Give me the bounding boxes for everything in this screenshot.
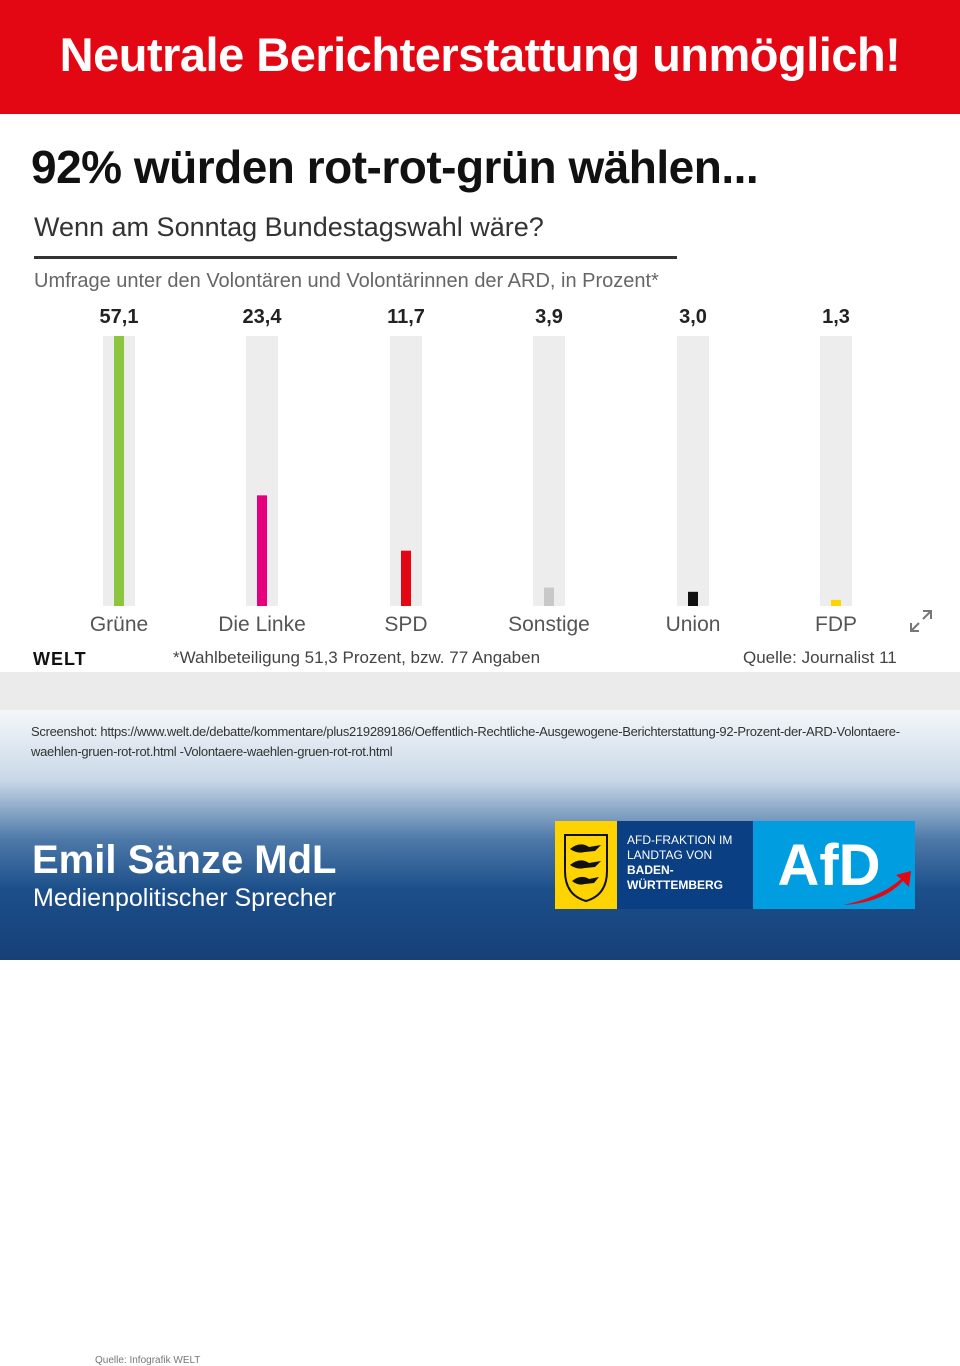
chart-title-underline [34, 256, 677, 259]
bar-chart: 57,1 Grüne 23,4 Die Linke 11,7 SPD 3,9 Sonstige… [90, 306, 857, 636]
speaker-name: Emil Sänze MdL [32, 838, 337, 882]
fraktion-line: WÜRTTEMBERG [627, 878, 723, 892]
speaker-role: Medienpolitischer Sprecher [33, 884, 336, 912]
screenshot-url: Screenshot: https://www.welt.de/debatte/… [31, 724, 900, 759]
headline: 92% würden rot-rot-grün wählen... [31, 141, 759, 193]
category-label: SPD [384, 613, 427, 636]
fraktion-line: LANDTAG VON [627, 848, 713, 862]
bar-die-linke [257, 495, 267, 606]
afd-logo: AfD [753, 821, 915, 909]
value-label: 3,9 [535, 306, 563, 328]
category-label: Sonstige [508, 613, 590, 636]
bar-sonstige [544, 587, 554, 606]
category-label: FDP [815, 613, 857, 636]
category-label: Union [666, 613, 721, 636]
value-label: 1,3 [822, 306, 850, 328]
bar-spd [401, 550, 411, 606]
baden-wuerttemberg-coat-of-arms-icon [555, 821, 617, 909]
chart-footnote: *Wahlbeteiligung 51,3 Prozent, bzw. 77 A… [173, 648, 541, 667]
credit-strip: Quelle: Infografik WELT [0, 672, 960, 1366]
fraktion-logo: AFD-FRAKTION IM LANDTAG VON BADEN- WÜRTT… [617, 821, 753, 909]
fraktion-text: AFD-FRAKTION IM LANDTAG VON BADEN- WÜRTT… [627, 833, 732, 893]
bar-fdp [831, 599, 841, 606]
top-banner: Neutrale Berichterstattung unmöglich! [0, 0, 960, 114]
fraktion-line: AFD-FRAKTION IM [627, 833, 733, 847]
welt-logo: WELT [33, 649, 87, 669]
fraktion-line: BADEN- [627, 863, 674, 877]
category-label: Die Linke [218, 613, 306, 636]
category-label: Grüne [90, 613, 148, 636]
banner-title: Neutrale Berichterstattung unmöglich! [59, 28, 901, 81]
value-label: 11,7 [387, 306, 425, 328]
chart-source: Quelle: Journalist 11 [743, 648, 897, 667]
expand-arrows-icon[interactable] [908, 608, 934, 634]
bar-grüne [114, 336, 124, 606]
afd-logo-text: AfD [777, 833, 880, 898]
bar-track [533, 336, 565, 606]
chart-title: Wenn am Sonntag Bundestagswahl wäre? [34, 212, 544, 242]
value-label: 57,1 [100, 306, 139, 328]
bar-track [677, 336, 709, 606]
value-label: 3,0 [679, 306, 707, 328]
value-label: 23,4 [243, 306, 283, 328]
chart-subtitle: Umfrage unter den Volontären und Volontä… [34, 270, 659, 292]
bar-union [688, 591, 698, 606]
bar-track [820, 336, 852, 606]
infografik-credit: Quelle: Infografik WELT [95, 1355, 201, 1366]
